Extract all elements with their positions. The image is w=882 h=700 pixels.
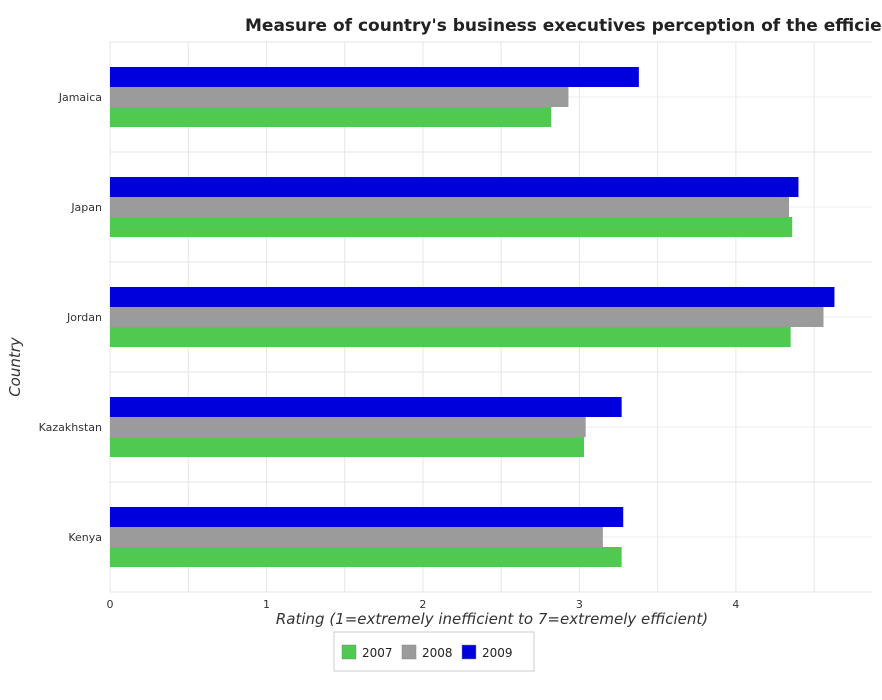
x-axis-label: Rating (1=extremely inefficient to 7=ext… [276, 610, 708, 628]
bar-2009-kenya [110, 507, 624, 527]
bar-2008-japan [110, 197, 790, 217]
bar-2009-jordan [110, 287, 835, 307]
bar-2007-kazakhstan [110, 437, 585, 457]
legend-swatch-2007 [341, 644, 357, 660]
bar-2007-kenya [110, 547, 622, 567]
legend-label-2009: 2009 [482, 646, 513, 660]
bar-2008-jamaica [110, 87, 569, 107]
y-axis-label: Country [6, 336, 24, 397]
bar-2007-jordan [110, 327, 791, 347]
x-tick-label: 0 [107, 598, 114, 611]
legend: 2007 2008 2009 [333, 631, 535, 672]
bar-2008-kenya [110, 527, 603, 547]
x-tick-label: 4 [732, 598, 739, 611]
y-tick-label: Kenya [68, 531, 102, 544]
legend-swatch-2008 [401, 644, 417, 660]
bar-2007-japan [110, 217, 793, 237]
y-tick-label: Kazakhstan [39, 421, 102, 434]
bar-2008-jordan [110, 307, 824, 327]
x-tick-label: 1 [263, 598, 270, 611]
x-tick-label: 3 [576, 598, 583, 611]
bar-2008-kazakhstan [110, 417, 586, 437]
bar-2009-jamaica [110, 67, 639, 87]
y-tick-label: Jamaica [58, 91, 102, 104]
legend-box [333, 631, 535, 672]
bar-2007-jamaica [110, 107, 552, 127]
legend-swatch-2009 [461, 644, 477, 660]
y-tick-label: Jordan [66, 311, 102, 324]
bar-2009-japan [110, 177, 799, 197]
chart-title: Measure of country's business executives… [245, 16, 882, 36]
x-tick-labels: 0 1 2 3 4 [107, 598, 740, 611]
y-tick-labels: Jamaica Japan Jordan Kazakhstan Kenya [39, 91, 102, 544]
legend-label-2007: 2007 [362, 646, 393, 660]
bar-2009-kazakhstan [110, 397, 622, 417]
legend-label-2008: 2008 [422, 646, 453, 660]
x-tick-label: 2 [419, 598, 426, 611]
y-tick-label: Japan [70, 201, 102, 214]
bars [110, 67, 835, 567]
